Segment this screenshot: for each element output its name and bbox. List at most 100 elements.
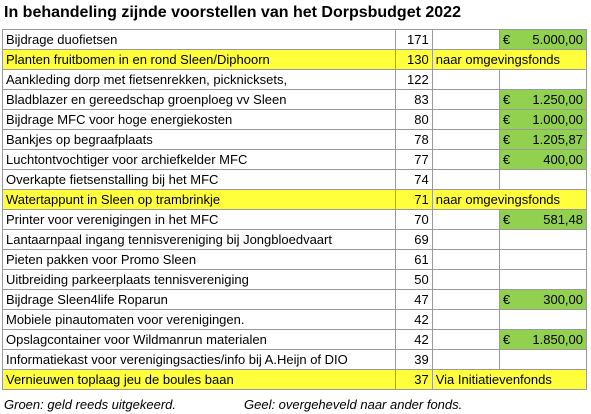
table-row: Informatiekast voor verenigingsacties/in… <box>2 349 588 370</box>
currency-symbol: € <box>502 112 511 127</box>
vote-count: 47 <box>394 289 433 310</box>
vote-count: 61 <box>394 249 433 270</box>
proposal-name: Lantaarnpaal ingang tennisvereniging bij… <box>2 229 396 250</box>
status-cell <box>431 89 500 110</box>
proposal-name: Mobiele pinautomaten voor verenigingen. <box>2 309 396 330</box>
status-cell <box>431 169 500 190</box>
proposal-name: Bladblazer en gereedschap groenploeg vv … <box>2 89 396 110</box>
proposal-name: Bijdrage MFC voor hoge energiekosten <box>2 109 396 130</box>
table-row: Mobiele pinautomaten voor verenigingen. 4… <box>2 309 588 330</box>
proposal-name: Bankjes op begraafplaats <box>2 129 396 150</box>
vote-count: 42 <box>394 329 433 350</box>
proposal-name: Vernieuwen toplaag jeu de boules baan <box>2 369 396 390</box>
proposal-name: Watertappunt in Sleen op trambrinkje <box>2 189 396 210</box>
amount-cell <box>498 309 588 330</box>
table-row: Luchtontvochtiger voor archiefkelder MFC… <box>2 149 588 170</box>
currency-symbol: € <box>502 332 511 347</box>
currency-symbol: € <box>502 32 511 47</box>
table-row: Bladblazer en gereedschap groenploeg vv … <box>2 89 588 110</box>
status-cell <box>431 309 500 330</box>
amount-cell: €1.000,00 <box>498 109 588 130</box>
table-row: Opslagcontainer voor Wildmanrun material… <box>2 329 588 350</box>
vote-count: 83 <box>394 89 433 110</box>
status-cell <box>431 69 500 90</box>
legend: Groen: geld reeds uitgekeerd. Geel: over… <box>4 397 462 412</box>
amount-cell <box>498 269 588 290</box>
status-cell <box>431 129 500 150</box>
vote-count: 69 <box>394 229 433 250</box>
proposal-name: Overkapte fietsenstalling bij het MFC <box>2 169 396 190</box>
vote-count: 37 <box>394 369 433 390</box>
legend-green: Groen: geld reeds uitgekeerd. <box>4 397 176 412</box>
status-cell <box>431 229 500 250</box>
table-row: Bijdrage MFC voor hoge energiekosten 80 €1… <box>2 109 588 130</box>
amount-cell: €5.000,00 <box>498 29 588 50</box>
status-note: naar omgevingsfonds <box>432 49 588 70</box>
table-row: Bankjes op begraafplaats 78 €1.205,87 <box>2 129 588 150</box>
status-cell <box>431 249 500 270</box>
table-row: Bijdrage Sleen4life Roparun 47 €300,00 <box>2 289 588 310</box>
currency-symbol: € <box>502 292 511 307</box>
vote-count: 77 <box>394 149 433 170</box>
currency-symbol: € <box>502 212 511 227</box>
proposal-name: Informatiekast voor verenigingsacties/in… <box>2 349 396 370</box>
status-note: naar omgevingsfonds <box>432 189 588 210</box>
status-cell <box>431 329 500 350</box>
vote-count: 78 <box>394 129 433 150</box>
proposal-name: Bijdrage Sleen4life Roparun <box>2 289 396 310</box>
table-row: Lantaarnpaal ingang tennisvereniging bij… <box>2 229 588 250</box>
currency-symbol: € <box>502 152 511 167</box>
proposal-name: Bijdrage duofietsen <box>2 29 396 50</box>
vote-count: 74 <box>394 169 433 190</box>
proposal-name: Luchtontvochtiger voor archiefkelder MFC <box>2 149 396 170</box>
amount-cell <box>498 69 588 90</box>
table-row: Bijdrage duofietsen 171 €5.000,00 <box>2 29 588 50</box>
amount-value: 400,00 <box>543 152 583 167</box>
amount-cell <box>498 349 588 370</box>
vote-count: 71 <box>394 189 433 210</box>
currency-symbol: € <box>502 92 511 107</box>
status-cell <box>431 149 500 170</box>
vote-count: 80 <box>394 109 433 130</box>
status-cell <box>431 209 500 230</box>
status-cell <box>431 289 500 310</box>
vote-count: 122 <box>394 69 433 90</box>
amount-cell: €400,00 <box>498 149 588 170</box>
amount-value: 1.850,00 <box>532 332 583 347</box>
table-row: Planten fruitbomen in en rond Sleen/Diph… <box>2 49 588 70</box>
table-row: Vernieuwen toplaag jeu de boules baan 37 V… <box>2 369 588 390</box>
status-cell <box>431 109 500 130</box>
table-row: Aankleding dorp met fietsenrekken, pickn… <box>2 69 588 90</box>
vote-count: 50 <box>394 269 433 290</box>
vote-count: 130 <box>394 49 433 70</box>
vote-count: 70 <box>394 209 433 230</box>
amount-cell: €581,48 <box>498 209 588 230</box>
table-row: Watertappunt in Sleen op trambrinkje 71 na… <box>2 189 588 210</box>
amount-cell <box>498 169 588 190</box>
amount-value: 300,00 <box>543 292 583 307</box>
proposal-name: Planten fruitbomen in en rond Sleen/Diph… <box>2 49 396 70</box>
proposal-name: Printer voor verenigingen in het MFC <box>2 209 396 230</box>
table-row: Pieten pakken voor Promo Sleen 61 <box>2 249 588 270</box>
amount-value: 1.000,00 <box>532 112 583 127</box>
vote-count: 39 <box>394 349 433 370</box>
table-row: Overkapte fietsenstalling bij het MFC 74 <box>2 169 588 190</box>
amount-cell: €1.205,87 <box>498 129 588 150</box>
amount-value: 5.000,00 <box>532 32 583 47</box>
status-cell <box>431 269 500 290</box>
status-note: Via Initiatievenfonds <box>432 369 588 390</box>
proposals-table: Bijdrage duofietsen 171 €5.000,00 Planten f… <box>2 29 588 390</box>
proposal-name: Aankleding dorp met fietsenrekken, pickn… <box>2 69 396 90</box>
status-cell <box>431 29 500 50</box>
amount-cell: €300,00 <box>498 289 588 310</box>
proposal-name: Opslagcontainer voor Wildmanrun material… <box>2 329 396 350</box>
table-row: Printer voor verenigingen in het MFC 70 €5… <box>2 209 588 230</box>
vote-count: 42 <box>394 309 433 330</box>
amount-cell: €1.250,00 <box>498 89 588 110</box>
amount-cell <box>498 229 588 250</box>
proposal-name: Pieten pakken voor Promo Sleen <box>2 249 396 270</box>
table-row: Uitbreiding parkeerplaats tennisverenigi… <box>2 269 588 290</box>
page-title: In behandeling zijnde voorstellen van he… <box>4 4 461 21</box>
amount-cell: €1.850,00 <box>498 329 588 350</box>
